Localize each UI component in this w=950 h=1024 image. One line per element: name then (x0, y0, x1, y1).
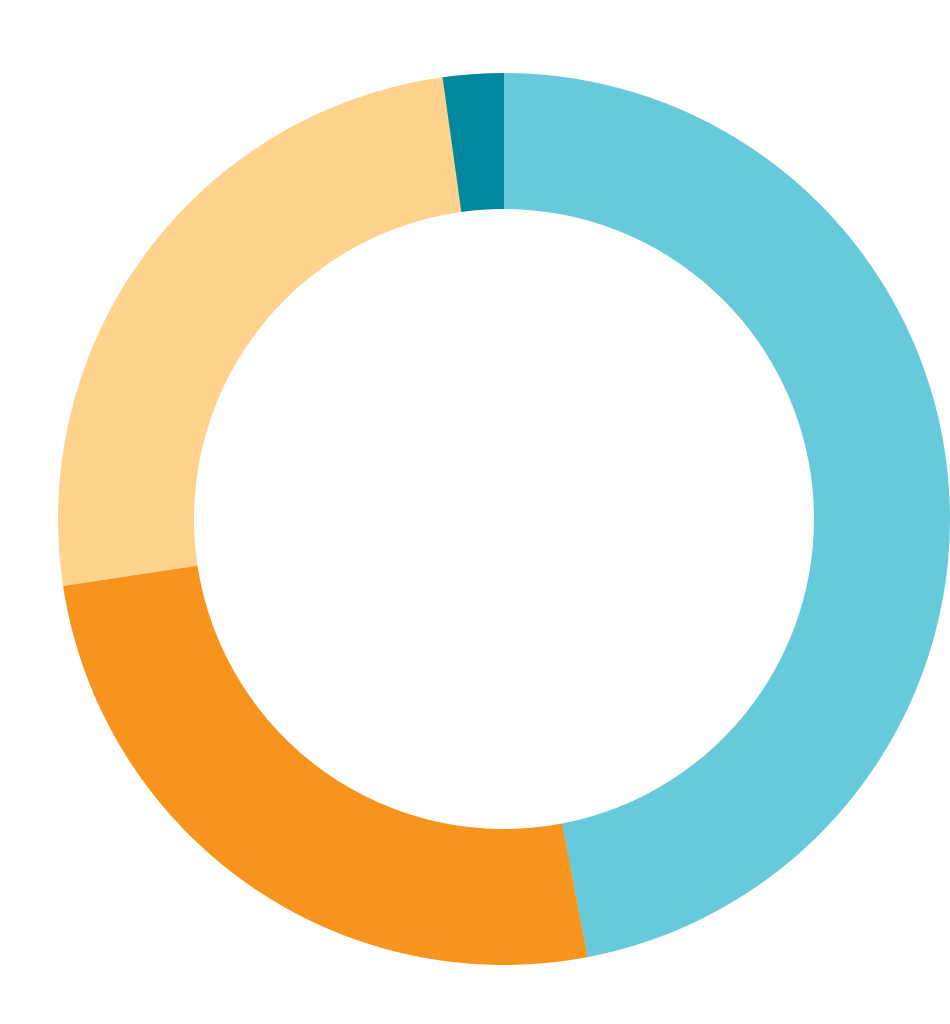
donut-slices (58, 73, 950, 966)
donut-slice-2 (63, 565, 588, 966)
donut-slice-3 (58, 77, 462, 587)
donut-slice-1 (504, 73, 950, 958)
donut-slice-4 (442, 73, 504, 212)
